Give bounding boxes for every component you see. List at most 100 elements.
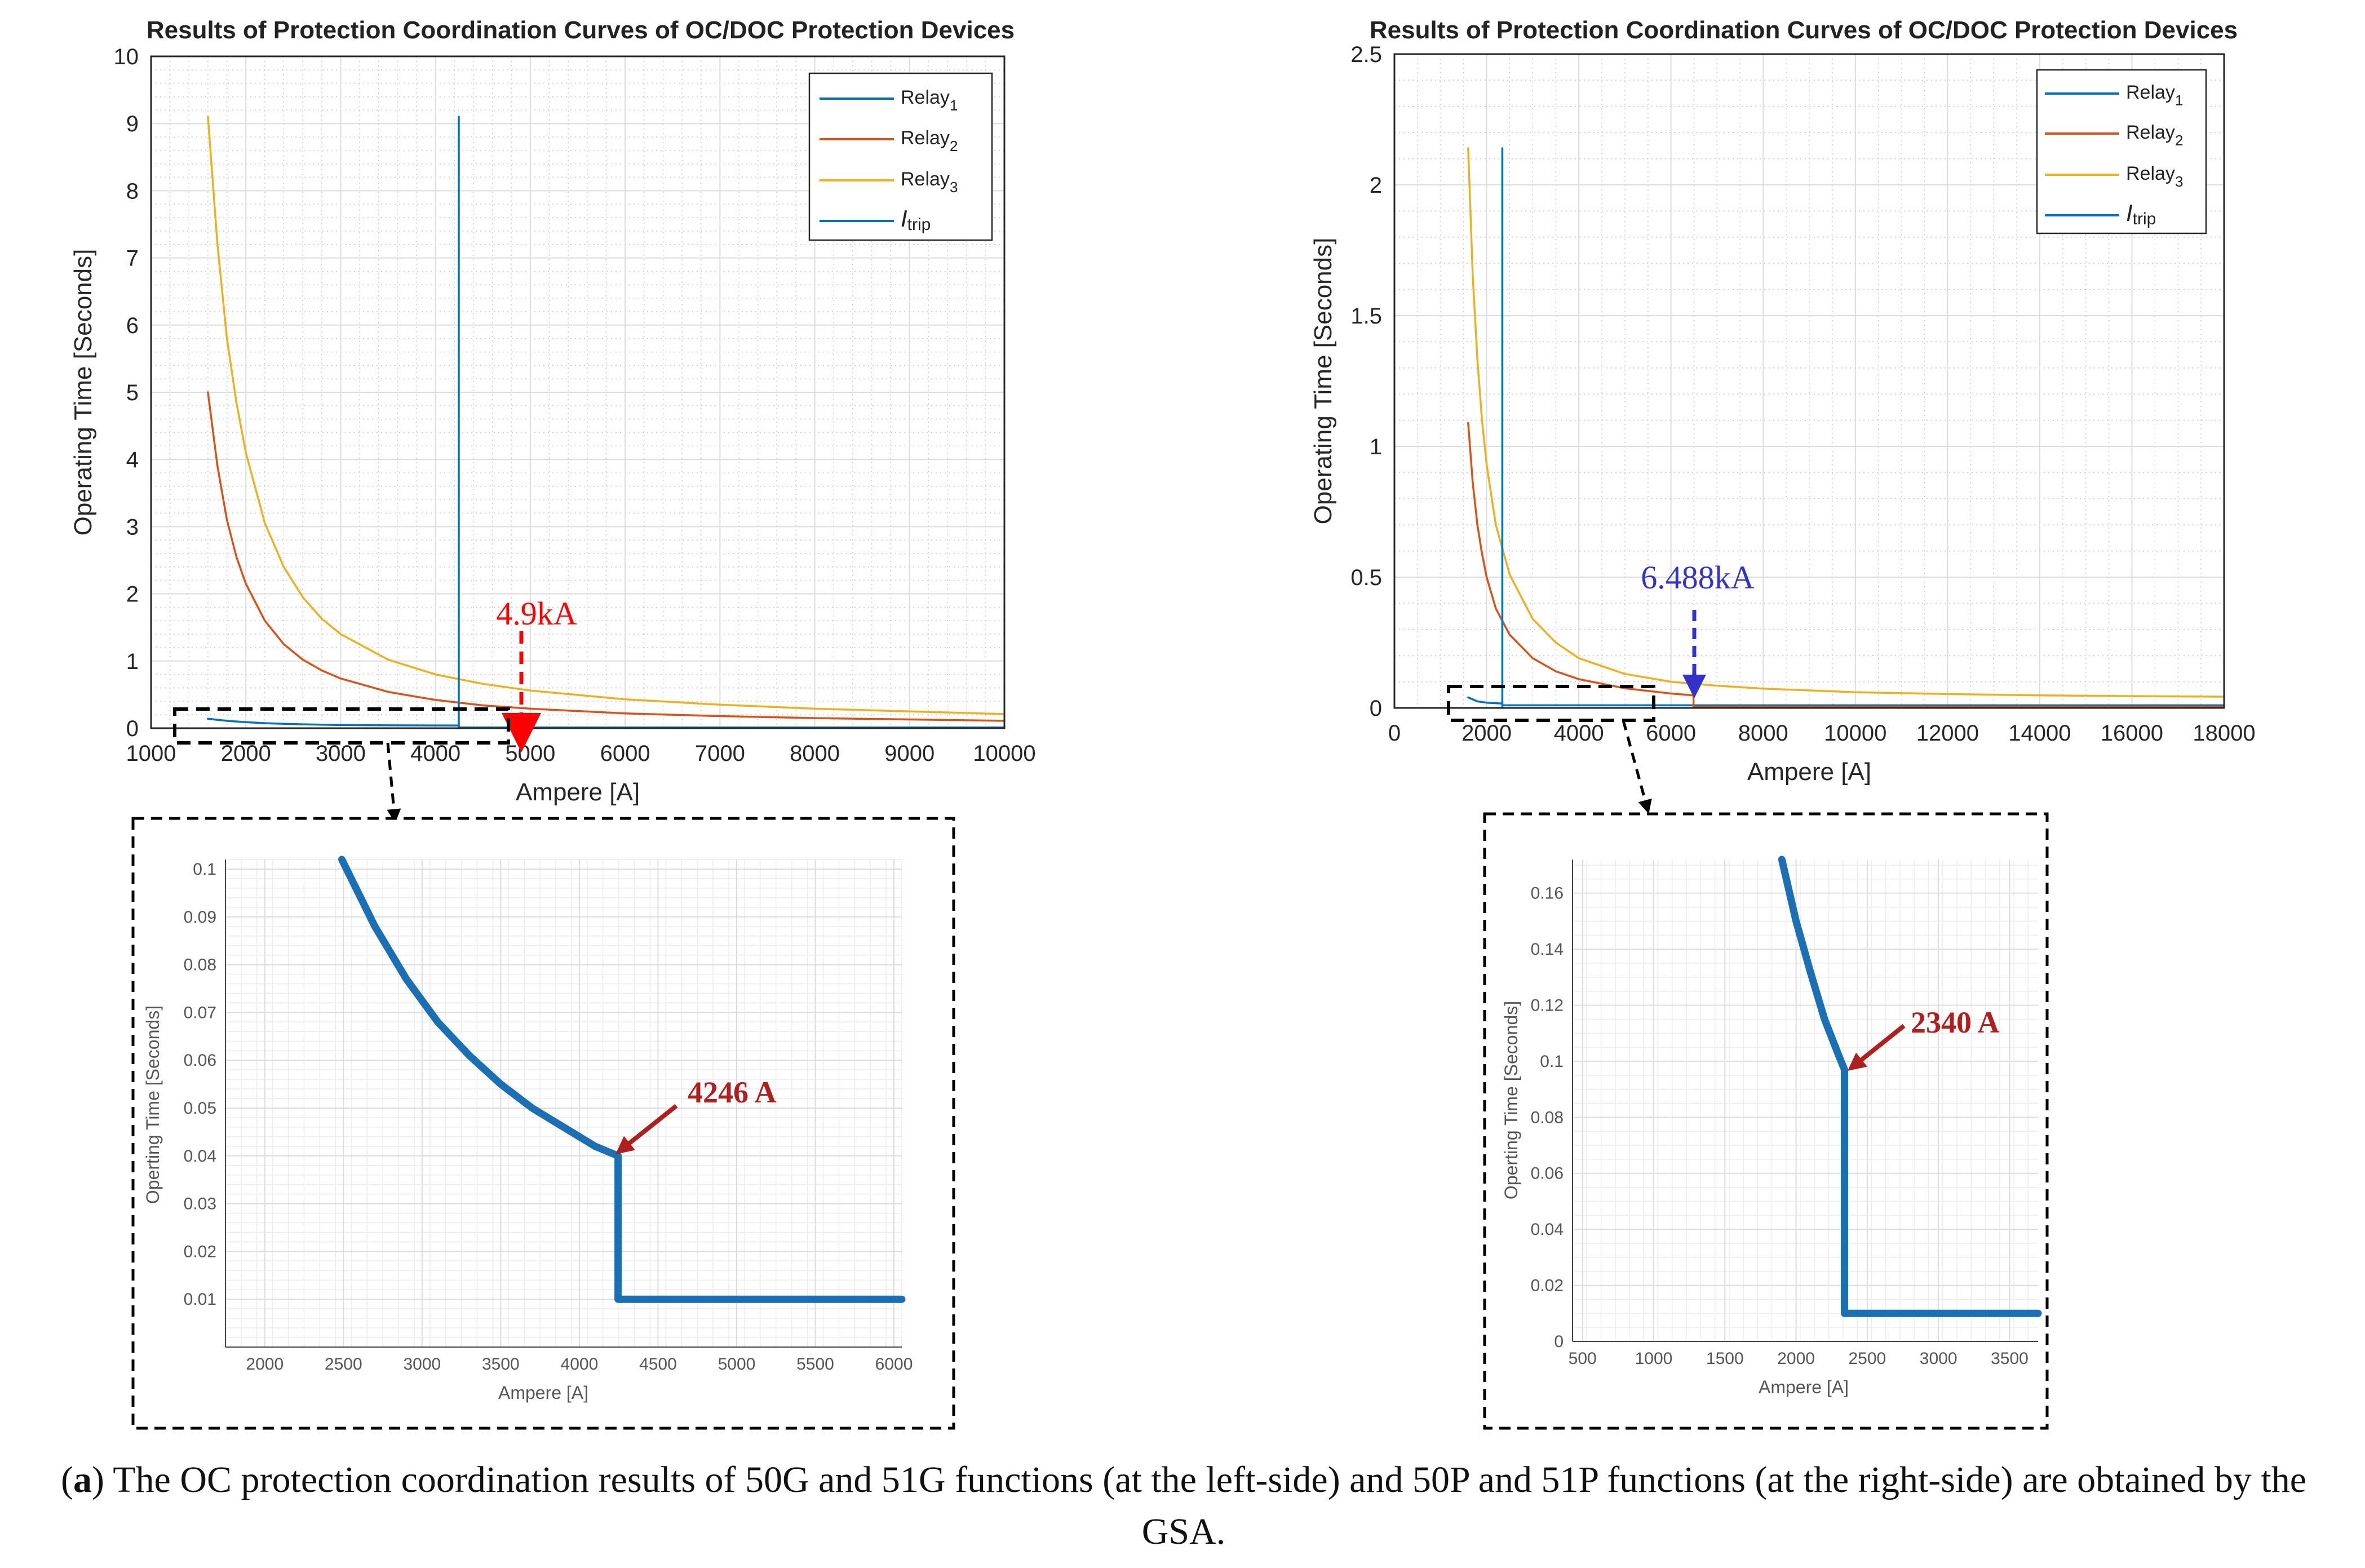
y-tick-label: 0.04 — [1531, 1220, 1564, 1239]
y-tick-label: 0.14 — [1531, 940, 1564, 959]
x-tick-label: 8000 — [1738, 721, 1788, 746]
x-tick-label: 0 — [1388, 721, 1401, 746]
y-tick-label: 0.05 — [184, 1099, 216, 1118]
left-y-axis-label: Operating Time [Seconds] — [69, 249, 97, 536]
y-tick-label: 0.1 — [193, 860, 216, 879]
y-tick-label: 10 — [114, 45, 139, 69]
x-tick-label: 3000 — [403, 1355, 441, 1374]
y-tick-label: 0.02 — [184, 1242, 216, 1261]
figure-canvas: Results of Protection Coordination Curve… — [69, 16, 2256, 1430]
right-zoom-callout-arrow — [1848, 1024, 1906, 1071]
left-zoom-callout-label: 4246 A — [688, 1075, 777, 1109]
right-chart-title: Results of Protection Coordination Curve… — [1370, 16, 2238, 44]
y-tick-label: 8 — [126, 179, 139, 203]
y-tick-label: 0.06 — [1531, 1164, 1564, 1183]
y-tick-label: 0.04 — [184, 1147, 216, 1166]
svg-text:Relay3: Relay3 — [2126, 163, 2183, 190]
x-tick-label: 3500 — [482, 1355, 520, 1374]
x-tick-label: 6000 — [875, 1355, 913, 1374]
x-tick-label: 3000 — [316, 741, 366, 766]
right-zoom-grid — [1572, 860, 2038, 1342]
svg-text:Relay3: Relay3 — [901, 169, 958, 196]
left-legend-relay2: Relay2 — [820, 127, 958, 154]
x-tick-label: 1000 — [126, 741, 176, 766]
x-tick-label: 6000 — [1646, 721, 1696, 746]
y-tick-label: 2 — [1370, 173, 1382, 198]
right-zoom-ticks: 500 1000 1500 2000 2500 3000 3500 0 0.02 0.04 0.06… — [1531, 884, 2029, 1368]
right-ticks: 0 2000 4000 6000 8000 10000 12000 14000 16000 180… — [1350, 42, 2255, 746]
left-chart-title: Results of Protection Coordination Curve… — [147, 16, 1015, 44]
y-tick-label: 0.03 — [184, 1195, 216, 1213]
x-tick-label: 9000 — [884, 741, 935, 766]
right-series-group — [1467, 147, 2225, 709]
y-tick-label: 0.01 — [184, 1290, 216, 1309]
right-zoom-region-box — [1447, 685, 1655, 722]
right-y-axis-label: Operating Time [Seconds] — [1309, 238, 1337, 525]
x-tick-label: 2000 — [1461, 721, 1512, 746]
left-main-chart: Results of Protection Coordination Curve… — [69, 16, 1036, 823]
series-line-relay2 — [1467, 422, 2225, 708]
x-tick-label: 14000 — [2008, 721, 2071, 746]
y-tick-label: 0 — [1554, 1332, 1564, 1351]
y-tick-label: 0.1 — [1540, 1052, 1564, 1071]
series-line-relay1 — [338, 856, 906, 1303]
x-tick-label: 6000 — [600, 741, 650, 766]
y-tick-label: 9 — [126, 112, 139, 136]
x-tick-label: 2500 — [1849, 1349, 1886, 1368]
right-legend-relay3: Relay3 — [2045, 163, 2183, 190]
right-zoom-series — [1778, 856, 2042, 1317]
x-tick-label: 2000 — [221, 741, 271, 766]
x-tick-label: 18000 — [2193, 721, 2255, 746]
left-zoom-y-label: Operting Time [Seconds] — [143, 1006, 163, 1204]
caption-label: a — [73, 1459, 92, 1500]
x-tick-label: 4500 — [639, 1355, 677, 1374]
x-tick-label: 12000 — [1916, 721, 1979, 746]
right-legend-itrip: Itrip — [2045, 200, 2156, 228]
right-legend: Relay1 Relay2 Relay3 Itrip — [2036, 69, 2207, 234]
y-tick-label: 6 — [126, 313, 139, 338]
left-zoom-grid — [225, 859, 902, 1348]
left-zoom-panel-border — [131, 817, 955, 1430]
right-zoom-callout-label: 2340 A — [1911, 1006, 2000, 1039]
svg-text:Itrip: Itrip — [901, 205, 931, 234]
y-tick-label: 0.02 — [1531, 1277, 1564, 1295]
series-line-relay3 — [1467, 147, 2225, 698]
right-main-chart: Results of Protection Coordination Curve… — [1309, 16, 2256, 814]
y-tick-label: 0.08 — [1531, 1108, 1564, 1127]
right-x-axis-label: Ampere [A] — [1747, 758, 1871, 786]
x-tick-label: 3500 — [1991, 1349, 2029, 1368]
x-tick-label: 1000 — [1635, 1349, 1673, 1368]
y-tick-label: 4 — [126, 448, 139, 472]
series-line-relay1 — [1778, 856, 2042, 1317]
y-tick-label: 0 — [126, 716, 139, 741]
x-tick-label: 500 — [1569, 1349, 1597, 1368]
left-zoom-callout-arrow — [615, 1104, 678, 1154]
series-line-relay1 — [1467, 696, 2225, 707]
right-zoom-connector — [1622, 720, 1652, 814]
series-line-relay3 — [207, 116, 1006, 715]
x-tick-label: 2500 — [325, 1355, 362, 1374]
y-tick-label: 0.08 — [184, 956, 216, 975]
svg-text:Relay1: Relay1 — [901, 87, 958, 114]
svg-text:Relay1: Relay1 — [2126, 82, 2183, 109]
x-tick-label: 4000 — [1554, 721, 1604, 746]
left-legend-itrip: Itrip — [820, 205, 931, 234]
left-zoom-series — [338, 856, 906, 1303]
x-tick-label: 3000 — [1920, 1349, 1957, 1368]
y-tick-label: 0.5 — [1350, 565, 1382, 590]
left-legend: Relay1 Relay2 Relay3 Itrip — [808, 72, 993, 241]
y-tick-label: 0.06 — [184, 1051, 216, 1070]
right-zoom-panel-border — [1483, 812, 2049, 1430]
right-plot-frame — [1393, 53, 2225, 709]
x-tick-label: 10000 — [973, 741, 1035, 766]
y-tick-label: 1 — [1370, 435, 1382, 459]
left-zoom-x-label: Ampere [A] — [498, 1383, 588, 1403]
x-tick-label: 5500 — [796, 1355, 834, 1374]
left-legend-relay3: Relay3 — [820, 169, 958, 196]
right-zoom-y-label: Operting Time [Seconds] — [1501, 1001, 1521, 1199]
x-tick-label: 2000 — [246, 1355, 284, 1374]
x-tick-label: 4000 — [561, 1355, 599, 1374]
right-annotation-label: 6.488kA — [1641, 559, 1755, 596]
x-tick-label: 1500 — [1706, 1349, 1744, 1368]
x-tick-label: 2000 — [1777, 1349, 1815, 1368]
